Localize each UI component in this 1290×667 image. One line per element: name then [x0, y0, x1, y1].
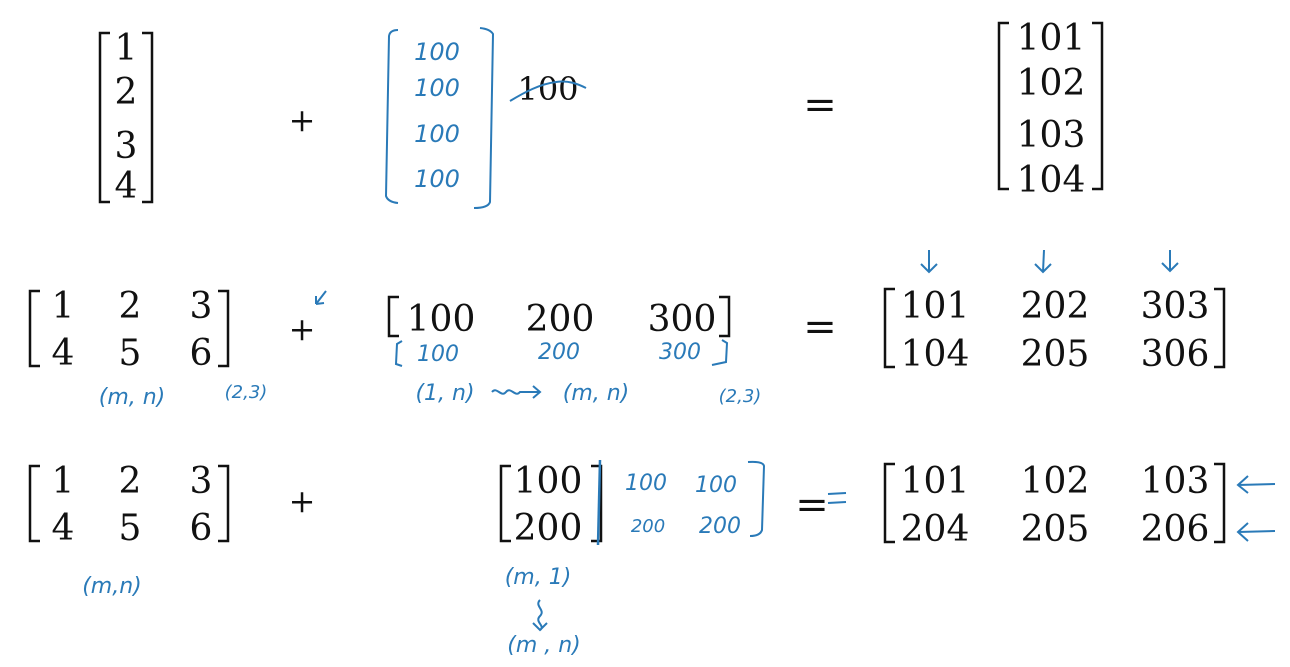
plus-sign: +: [289, 101, 316, 139]
matrix-entry: 6: [190, 333, 213, 374]
matrix-entry: 1: [52, 286, 75, 327]
hand-bracket-left: [394, 340, 403, 367]
hand-entry: 100: [417, 342, 459, 367]
down-arrow-icon: [1161, 250, 1179, 273]
vector-entry: 3: [115, 126, 138, 167]
scalar-value: 100: [517, 70, 578, 108]
result-entry: 205: [1021, 509, 1090, 550]
shape-annotation: (1, n): [415, 381, 474, 406]
hand-entry: 100: [414, 74, 460, 102]
matrix-entry: 3: [190, 286, 213, 327]
matrix-entry: 4: [52, 333, 75, 374]
row-entry: 100: [407, 299, 476, 340]
shape-annotation: (m, 1): [505, 565, 572, 590]
result-entry: 103: [1017, 115, 1086, 156]
shape-annotation: (m , n): [507, 633, 581, 658]
bracket-left: [98, 31, 110, 204]
bracket-left: [883, 287, 895, 369]
dims-annotation: (2,3): [719, 386, 762, 407]
example1: 1 2 3 4 + 100 100 100 100 100 = 101 102 …: [98, 18, 1104, 209]
hand-entry: 200: [631, 516, 665, 537]
dims-annotation: (2,3): [225, 382, 268, 403]
squiggle-arrow-icon: [491, 385, 542, 399]
vector-entry: 1: [115, 28, 138, 69]
down-arrow-icon: [920, 250, 938, 274]
result-entry: 101: [1017, 18, 1086, 59]
plus-sign: +: [289, 482, 316, 520]
hand-entry: 100: [414, 120, 460, 148]
hand-entry: 200: [538, 340, 580, 365]
result-entry: 102: [1021, 461, 1090, 502]
result-entry: 101: [901, 461, 970, 502]
bracket-left: [28, 289, 40, 368]
hand-entry: 200: [699, 514, 741, 539]
hand-entry: 100: [625, 471, 667, 496]
plus-sign: +: [289, 310, 316, 348]
hand-entry: 100: [414, 38, 460, 66]
result-entry: 204: [901, 509, 970, 550]
left-arrow-icon: [1236, 475, 1276, 494]
hand-bracket-right: [747, 460, 766, 537]
bracket-right: [142, 31, 154, 204]
squiggle-down-arrow-icon: [532, 599, 548, 632]
bracket-right: [591, 464, 603, 543]
result-entry: 103: [1141, 461, 1210, 502]
matrix-entry: 2: [119, 286, 142, 327]
shape-annotation: (m,n): [82, 574, 142, 599]
result-entry: 303: [1141, 286, 1210, 327]
result-entry: 206: [1141, 509, 1210, 550]
bracket-right: [218, 464, 230, 543]
equals-sign: =: [803, 304, 837, 350]
matrix-entry: 5: [119, 333, 142, 374]
column-entry: 100: [514, 461, 583, 502]
bracket-left: [883, 462, 895, 544]
hand-bracket-right: [711, 339, 729, 366]
hand-bracket-right: [473, 27, 495, 209]
vector-entry: 2: [115, 72, 138, 113]
row-entry: 200: [526, 299, 595, 340]
shape-annotation: (m, n): [99, 385, 166, 410]
bracket-right: [218, 289, 230, 368]
hand-equals: [827, 492, 847, 504]
result-entry: 306: [1141, 334, 1210, 375]
matrix-entry: 2: [119, 461, 142, 502]
matrix-entry: 3: [190, 461, 213, 502]
example3: 1 2 3 4 5 6 + 100 200 100 100 200 200 = …: [28, 459, 1276, 658]
column-entry: 200: [514, 508, 583, 549]
strike-through: [509, 80, 587, 102]
result-entry: 104: [901, 334, 970, 375]
equals-sign: =: [803, 82, 837, 128]
left-arrow-icon: [1236, 522, 1276, 542]
hand-entry: 300: [659, 340, 701, 365]
vector-entry: 4: [115, 166, 138, 207]
small-arrow-icon: [315, 290, 327, 305]
hand-entry: 100: [414, 165, 460, 193]
bracket-right: [1214, 462, 1226, 544]
hand-bracket-left: [384, 29, 399, 204]
bracket-left: [28, 464, 40, 543]
bracket-right: [1214, 287, 1226, 369]
result-entry: 205: [1021, 334, 1090, 375]
result-entry: 104: [1017, 160, 1086, 201]
row-entry: 300: [648, 299, 717, 340]
bracket-left: [387, 295, 399, 338]
equals-sign: =: [795, 482, 829, 528]
result-entry: 202: [1021, 286, 1090, 327]
matrix-entry: 4: [52, 508, 75, 549]
bracket-left: [997, 21, 1009, 191]
result-entry: 102: [1017, 63, 1086, 104]
shape-annotation: (m, n): [563, 381, 630, 406]
bracket-left: [499, 464, 511, 543]
bracket-right: [719, 295, 731, 338]
matrix-entry: 5: [119, 508, 142, 549]
result-entry: 101: [901, 286, 970, 327]
matrix-entry: 1: [52, 461, 75, 502]
down-arrow-icon: [1034, 249, 1052, 274]
matrix-entry: 6: [190, 508, 213, 549]
hand-entry: 100: [695, 473, 737, 498]
bracket-right: [1092, 21, 1104, 191]
hand-divider: [596, 459, 602, 546]
example2: 1 2 3 4 5 6 + 100 200 300 100 200 300 = …: [28, 249, 1226, 410]
